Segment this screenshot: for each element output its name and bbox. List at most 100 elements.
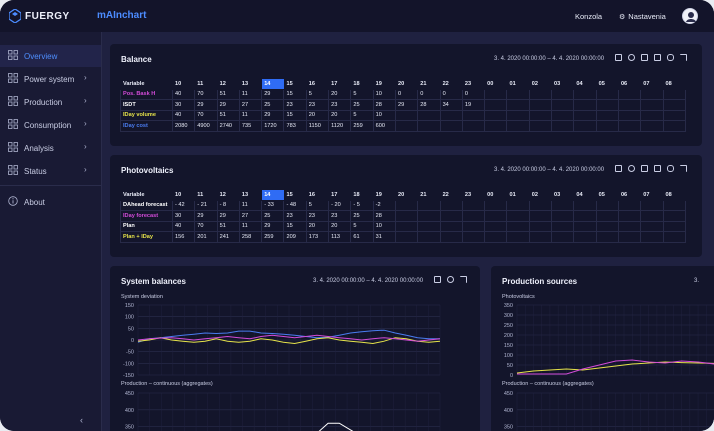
series-line [137, 337, 441, 345]
table-cell [417, 220, 441, 232]
row-label: DAhead forecast [120, 199, 173, 211]
brand-logo[interactable]: FUERGY [9, 9, 70, 23]
table-cell: 10 [372, 88, 396, 100]
table-cell: 5 [350, 109, 374, 121]
sidebar-item-overview[interactable]: Overview [0, 45, 101, 67]
table-cell: 600 [372, 120, 396, 132]
settings-link[interactable]: ⚙ Nastavenia [619, 12, 666, 21]
column-header: 14 [261, 78, 284, 89]
table-cell: 20 [305, 220, 330, 232]
date-range[interactable]: 3. 4. 2020 00:00:00 – 4. 4. 2020 00:00:0… [313, 278, 424, 284]
column-header: 07 [643, 191, 650, 198]
chevron-right-icon: › [84, 73, 87, 82]
production-sources-card: Production sources 3. Photovoltaics 350 3… [491, 266, 714, 431]
table-cell [528, 109, 553, 121]
row-label: Pos. Bask H [120, 88, 173, 100]
table-cell: 11 [238, 109, 263, 121]
date-range[interactable]: 3. 4. 2020 00:00:00 – 4. 4. 2020 00:00:0… [494, 56, 605, 62]
table-row: IDay forecast 30 29 29 27 25 23 23 23 25 28 [120, 210, 686, 222]
y-tick-label: 100 [504, 353, 513, 359]
card-toolbar [615, 54, 687, 61]
table-cell: 70 [194, 109, 218, 121]
y-tick-label: 400 [125, 408, 134, 414]
refresh-icon[interactable] [447, 276, 454, 283]
table-cell [640, 109, 664, 121]
column-header: 04 [576, 80, 583, 87]
refresh-icon[interactable] [628, 54, 635, 61]
table-cell [551, 220, 575, 232]
refresh-icon[interactable] [628, 165, 635, 172]
table-cell: 70 [194, 220, 218, 232]
table-cell [394, 199, 419, 211]
table-cell [439, 210, 463, 222]
row-label: Plan [120, 220, 173, 232]
table-cell: 23 [328, 99, 352, 111]
export-icon[interactable] [641, 165, 648, 172]
console-link[interactable]: Konzola [575, 12, 603, 21]
table-cell [595, 220, 619, 232]
balance-card: Balance 3. 4. 2020 00:00:00 – 4. 4. 2020… [110, 44, 702, 146]
table-cell: 0 [439, 88, 463, 100]
column-header: 08 [665, 191, 672, 198]
table-cell [528, 199, 553, 211]
expand-icon[interactable] [460, 276, 467, 283]
table-cell [551, 109, 575, 121]
date-range[interactable]: 3. [694, 278, 700, 284]
y-tick-label: 100 [125, 315, 134, 321]
link-icon[interactable] [667, 165, 674, 172]
calendar-icon[interactable] [615, 165, 622, 172]
table-cell: 259 [261, 231, 285, 243]
table-cell [595, 109, 619, 121]
column-header: 20 [397, 80, 405, 87]
table-row: DAhead forecast - 42- 21- 8 11- 33- 48 5- 2… [120, 199, 686, 211]
table-cell: 29 [261, 109, 285, 121]
table-cell [573, 220, 597, 232]
gear-icon: ⚙ [619, 13, 626, 21]
table-cell [617, 99, 642, 111]
sidebar-item-production[interactable]: Production › [0, 91, 101, 113]
table-cell: 0 [417, 88, 441, 100]
table-cell [506, 109, 530, 121]
table-cell [461, 220, 486, 232]
column-header: 05 [598, 80, 605, 87]
table-cell [528, 220, 553, 232]
calendar-icon[interactable] [615, 54, 622, 61]
table-cell [394, 109, 419, 121]
table-cell: 51 [216, 109, 240, 121]
y-tick-label: 50 [507, 363, 513, 369]
collapse-sidebar-icon[interactable]: ‹ [80, 415, 83, 425]
system-deviation-chart: 150 100 50 0 -50 -100 -150 [123, 303, 441, 379]
edit-icon[interactable] [654, 54, 661, 61]
sidebar-item-about[interactable]: About [0, 191, 101, 213]
table-cell [617, 220, 642, 232]
expand-icon[interactable] [680, 54, 687, 61]
edit-icon[interactable] [654, 165, 661, 172]
table-cell: 258 [238, 231, 263, 243]
table-cell: - 48 [283, 199, 307, 211]
column-header: 06 [620, 191, 628, 198]
table-cell [640, 88, 664, 100]
user-avatar-icon[interactable] [682, 8, 698, 24]
sidebar-item-power-system[interactable]: Power system › [0, 68, 101, 90]
column-header: 15 [286, 191, 293, 198]
export-icon[interactable] [641, 54, 648, 61]
sidebar-item-consumption[interactable]: Consumption › [0, 114, 101, 136]
sidebar-item-status[interactable]: Status › [0, 160, 101, 182]
expand-icon[interactable] [680, 165, 687, 172]
sidebar-item-analysis[interactable]: Analysis › [0, 137, 101, 159]
calendar-icon[interactable] [434, 276, 441, 283]
table-cell [417, 231, 441, 243]
table-cell: 28 [372, 99, 396, 111]
column-header: 13 [241, 80, 249, 87]
table-cell [394, 220, 419, 232]
date-range[interactable]: 3. 4. 2020 00:00:00 – 4. 4. 2020 00:00:0… [494, 167, 605, 173]
chart-subtitle: Production – continuous (aggregates) [502, 381, 594, 387]
column-header: 18 [353, 191, 360, 198]
table-cell [528, 88, 553, 100]
link-icon[interactable] [667, 54, 674, 61]
table-cell [461, 231, 486, 243]
main-content: Balance 3. 4. 2020 00:00:00 – 4. 4. 2020… [102, 32, 714, 431]
sidebar-item-label: About [24, 198, 45, 207]
table-cell: 11 [238, 88, 263, 100]
